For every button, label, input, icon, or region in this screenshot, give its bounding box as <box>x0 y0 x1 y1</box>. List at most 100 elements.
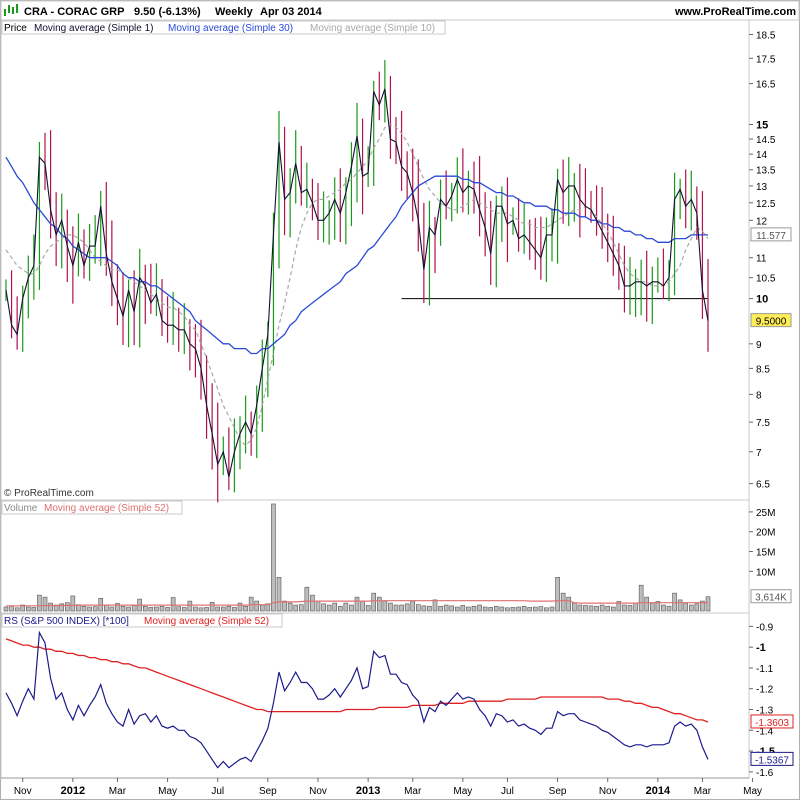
volume-bar <box>215 606 221 612</box>
volume-bar <box>471 605 477 612</box>
volume-bar <box>555 577 560 612</box>
rs-plot <box>5 630 709 769</box>
volume-bar <box>198 607 204 612</box>
rs-tick-label: -1.6 <box>756 768 774 779</box>
volume-bar <box>25 606 31 612</box>
volume-bar <box>204 607 209 612</box>
volume-bar <box>404 603 410 612</box>
volume-bar <box>81 605 87 612</box>
volume-bar <box>443 604 449 612</box>
volume-bar <box>571 602 577 612</box>
volume-bar <box>588 605 594 612</box>
volume-bar <box>92 606 98 612</box>
price-tick-label: 11 <box>756 254 767 265</box>
volume-tick-label: 15M <box>756 548 775 559</box>
volume-bar <box>9 605 14 612</box>
rs-tick-label: -1.3 <box>756 706 774 717</box>
volume-bar <box>248 596 254 612</box>
rs-value-label: -1.5367 <box>755 755 789 766</box>
volume-bar <box>410 600 416 612</box>
price-legend: Price Moving average (Simple 1) Moving a… <box>1 20 446 35</box>
price-tick-label: 18.5 <box>756 30 776 41</box>
volume-bar <box>220 606 226 612</box>
price-tick-label: 15 <box>756 120 768 132</box>
price-tick-label: 14.5 <box>756 135 776 146</box>
volume-bar <box>700 600 705 612</box>
time-tick-label: 2013 <box>356 785 380 797</box>
legend-ma1: Moving average (Simple 1) <box>34 23 154 34</box>
volume-bar <box>376 596 382 612</box>
volume-bar <box>449 605 455 612</box>
volume-bar <box>20 604 26 612</box>
volume-bar <box>332 602 338 612</box>
volume-bar <box>293 604 299 612</box>
volume-bar <box>14 607 20 612</box>
volume-bar <box>159 605 165 612</box>
volume-value-label: 3,614K <box>755 593 787 604</box>
price-tick-label: 14 <box>756 150 768 161</box>
volume-value-tag <box>750 589 792 604</box>
volume-bar <box>460 605 466 612</box>
volume-bar <box>666 605 672 612</box>
rs-tick-label: -1.4 <box>756 726 774 737</box>
volume-bar <box>549 606 555 612</box>
volume-bar <box>393 604 399 612</box>
app-logo-icon <box>4 4 18 16</box>
price-tick-label: 8.5 <box>756 364 770 375</box>
volume-bar <box>661 604 666 612</box>
volume-bar <box>577 604 583 612</box>
rs-ma-line <box>5 638 709 723</box>
volume-bar <box>510 607 516 612</box>
volume-bar <box>126 606 131 612</box>
volume-bar <box>243 605 248 612</box>
price-tick-label: 8 <box>756 390 762 401</box>
rs-value-tag <box>750 751 794 766</box>
time-tick-label: 2012 <box>61 785 85 797</box>
volume-bar <box>142 605 148 612</box>
volume-bar <box>516 606 521 612</box>
volume-bar <box>633 602 638 612</box>
time-tick-label: May <box>743 786 762 797</box>
instrument-title: CRA - CORAC GRP <box>24 6 124 18</box>
volume-bar <box>343 602 349 612</box>
volume-bar <box>688 604 694 612</box>
volume-bar <box>148 607 154 612</box>
volume-bar <box>638 584 644 612</box>
volume-bar <box>254 600 260 612</box>
rs-legend: RS (S&P 500 INDEX) [*100] Moving average… <box>1 613 283 628</box>
legend-rs: RS (S&P 500 INDEX) [*100] <box>4 616 129 627</box>
price-tick-label: 13 <box>756 182 768 193</box>
volume-tick-label: 25M <box>756 508 775 519</box>
volume-bar <box>499 606 505 612</box>
volume-bar <box>538 606 544 612</box>
volume-tick-label: 10M <box>756 567 775 578</box>
rs-tick-label: -1.1 <box>756 664 774 675</box>
volume-bar <box>415 604 421 612</box>
legend-price: Price <box>4 23 27 34</box>
volume-bar <box>64 602 70 612</box>
volume-bar <box>310 594 315 612</box>
rs-line <box>5 630 709 769</box>
volume-bar <box>48 602 53 612</box>
volume-bar <box>165 607 170 612</box>
volume-bar <box>454 606 460 612</box>
rs-tick-label: -1.2 <box>756 685 774 696</box>
volume-plot <box>3 503 711 612</box>
volume-bar <box>644 596 650 612</box>
volume-bar <box>70 595 76 612</box>
volume-bar <box>120 605 126 612</box>
site-link[interactable]: www.ProRealTime.com <box>674 6 796 18</box>
volume-tick-label: 20M <box>756 528 775 539</box>
volume-bar <box>438 605 443 612</box>
rs-ma-value-tag <box>750 714 794 729</box>
volume-bar <box>627 605 633 612</box>
volume-bar <box>271 503 276 612</box>
volume-bar <box>382 600 388 612</box>
rs-tick-label: -1 <box>756 642 766 654</box>
volume-bar <box>170 597 176 612</box>
volume-bar <box>37 594 42 612</box>
volume-bar <box>616 601 622 612</box>
period-label: Weekly <box>215 6 254 18</box>
time-tick-label: Jul <box>501 786 514 797</box>
